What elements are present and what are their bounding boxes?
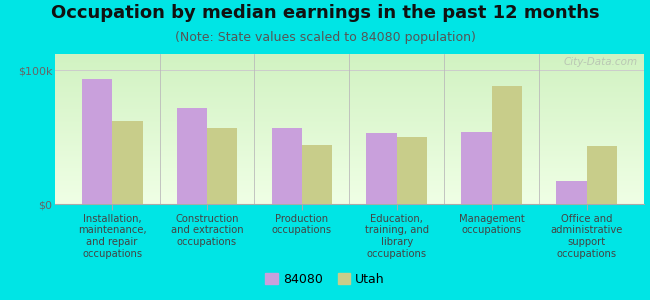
- Bar: [491, 86, 522, 204]
- Bar: [207, 128, 237, 204]
- Bar: [302, 145, 332, 204]
- Legend: 84080, Utah: 84080, Utah: [260, 268, 390, 291]
- Bar: [462, 132, 491, 204]
- Bar: [272, 128, 302, 204]
- Bar: [112, 121, 142, 204]
- Text: Occupation by median earnings in the past 12 months: Occupation by median earnings in the pas…: [51, 4, 599, 22]
- Text: (Note: State values scaled to 84080 population): (Note: State values scaled to 84080 popu…: [175, 32, 475, 44]
- Bar: [367, 133, 396, 204]
- Bar: [396, 137, 427, 204]
- Bar: [82, 80, 112, 204]
- Bar: [556, 181, 586, 204]
- Bar: [586, 146, 617, 204]
- Text: City-Data.com: City-Data.com: [564, 57, 638, 67]
- Bar: [177, 108, 207, 204]
